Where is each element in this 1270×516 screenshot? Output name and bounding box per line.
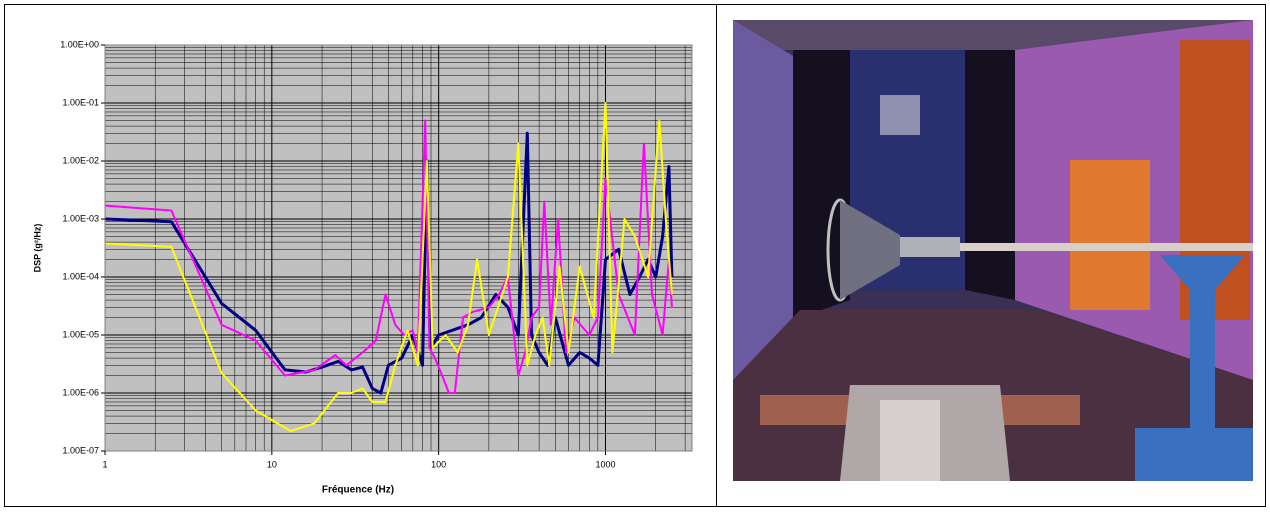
y-tick-label: 1.00E-01 <box>62 97 99 107</box>
y-tick-label: 1.00E-07 <box>62 445 99 455</box>
y-tick-label: 1.00E-05 <box>62 329 99 339</box>
photo <box>733 20 1253 481</box>
y-tick-label: 1.00E-02 <box>62 155 99 165</box>
x-tick-label: 1 <box>102 459 107 469</box>
plot-area <box>105 45 692 451</box>
y-axis-label: DSP (g²/Hz) <box>32 224 42 273</box>
x-tick-label: 100 <box>431 459 446 469</box>
plot-border <box>104 44 693 452</box>
y-tick-label: 1.00E+00 <box>60 39 99 49</box>
y-tick-label: 1.00E-03 <box>62 213 99 223</box>
x-tick-label: 10 <box>267 459 277 469</box>
series-line <box>104 131 674 395</box>
y-tick-label: 1.00E-06 <box>62 387 99 397</box>
series-line <box>104 102 673 433</box>
x-tick-label: 1000 <box>595 459 615 469</box>
y-tick-label: 1.00E-04 <box>62 271 99 281</box>
series-line <box>104 119 673 394</box>
grid <box>104 44 692 452</box>
x-axis-label: Fréquence (Hz) <box>322 485 394 496</box>
series <box>104 102 674 433</box>
